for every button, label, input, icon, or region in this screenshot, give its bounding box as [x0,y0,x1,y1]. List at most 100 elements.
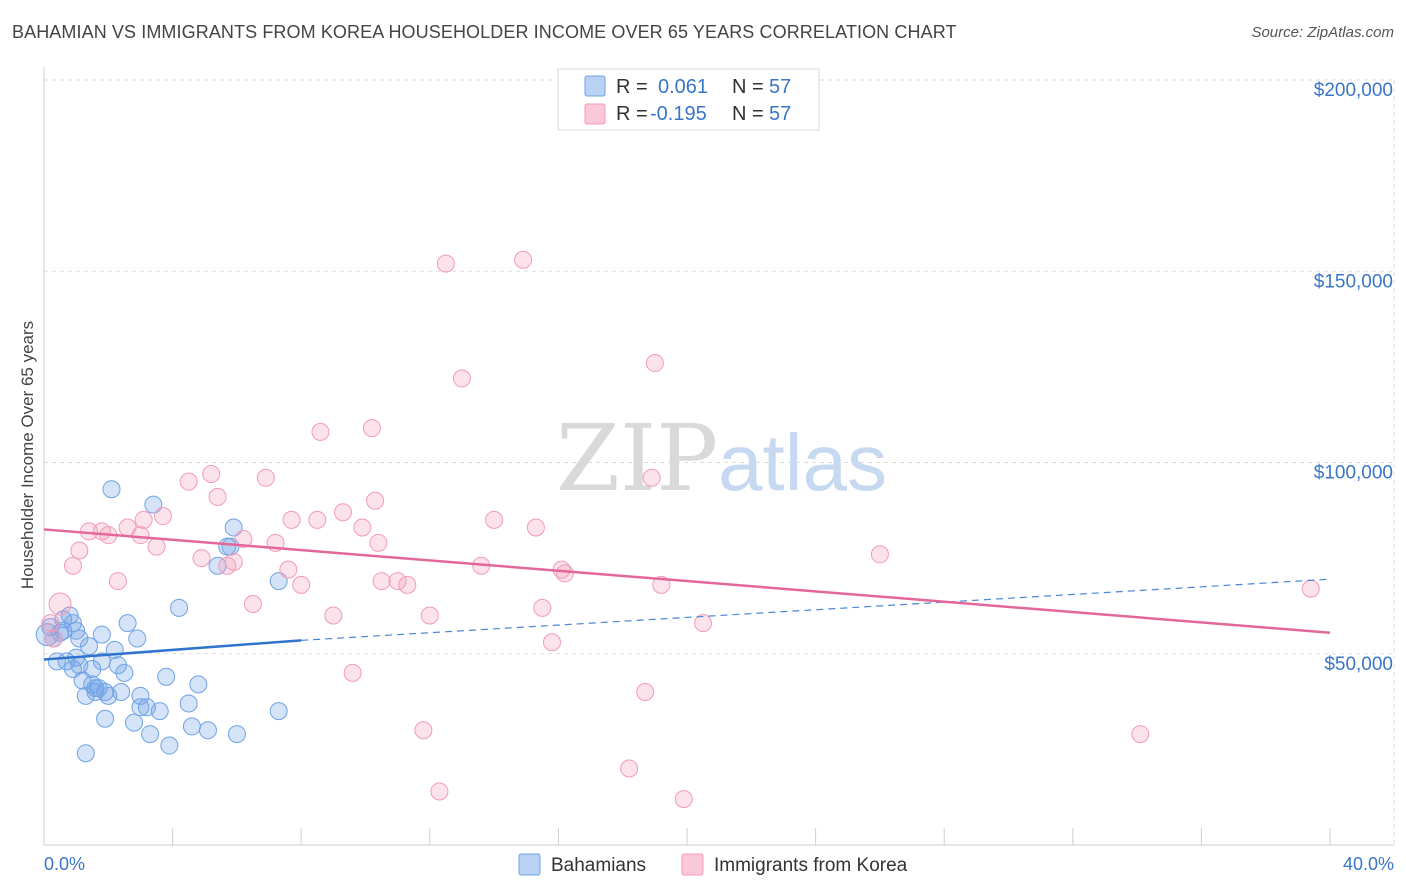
y-tick-labels: $50,000 $100,000 $150,000 $200,000 [1314,80,1393,675]
data-point [161,737,178,754]
data-point [283,511,300,528]
legend-r-value-2: -0.195 [650,103,707,125]
data-point [64,615,81,632]
legend-r-value-1: 0.061 [658,76,708,98]
data-point [93,626,110,643]
data-point [109,573,126,590]
data-point [180,695,197,712]
x-tick-max: 40.0% [1343,854,1394,874]
data-point [49,593,71,615]
data-point [209,488,226,505]
data-point [871,546,888,563]
data-point [415,722,432,739]
y-tick-label: $200,000 [1314,80,1393,101]
data-point [45,630,62,647]
data-point [126,714,143,731]
data-point [180,473,197,490]
data-point [190,676,207,693]
data-point [293,576,310,593]
legend-swatch-bahamians [585,76,605,96]
data-point [309,511,326,528]
data-point [363,420,380,437]
legend-n-value-1: 57 [769,76,791,98]
data-point [325,607,342,624]
data-point [203,465,220,482]
data-point [257,469,274,486]
data-point [225,553,242,570]
data-point [158,668,175,685]
data-point [113,684,130,701]
legend-swatch-korea [585,104,605,124]
data-point [486,511,503,528]
data-point [142,726,159,743]
data-point [675,791,692,808]
data-point [148,538,165,555]
legend-r-label-1: R = [616,76,648,98]
data-point [135,511,152,528]
legend-n-value-2: 57 [769,103,791,125]
data-point [556,565,573,582]
data-point [199,722,216,739]
data-point [244,596,261,613]
data-point [312,423,329,440]
data-point [1132,726,1149,743]
y-tick-label: $100,000 [1314,463,1393,484]
data-point [1302,580,1319,597]
data-point [534,599,551,616]
data-point [119,615,136,632]
data-point [399,576,416,593]
data-point [643,469,660,486]
data-point [87,680,104,697]
data-point [437,255,454,272]
scatter-chart: ZIP atlas $50,000 $100,000 $150,000 $200,00… [0,0,1406,892]
data-point [354,519,371,536]
data-point [543,634,560,651]
data-point [421,607,438,624]
bottom-legend-korea: Immigrants from Korea [714,855,908,876]
data-point [183,718,200,735]
series-legend: Bahamians Immigrants from Korea [519,854,908,876]
data-point [64,557,81,574]
data-point [370,534,387,551]
data-point [97,710,114,727]
data-point [154,508,171,525]
data-point [453,370,470,387]
watermark-zip: ZIP [556,405,718,512]
data-point [280,561,297,578]
data-point [71,542,88,559]
data-point [129,630,146,647]
y-tick-label: $50,000 [1324,654,1393,675]
data-point [171,599,188,616]
data-point [116,664,133,681]
data-point [193,550,210,567]
data-point [103,481,120,498]
data-point [646,355,663,372]
data-point [431,783,448,800]
data-point [42,615,59,632]
bottom-legend-swatch-bahamians [519,854,540,875]
bottom-legend-bahamians: Bahamians [551,855,646,876]
data-point [334,504,351,521]
legend-n-label-2: N = [732,103,764,125]
data-point [367,492,384,509]
bottom-legend-swatch-korea [682,854,703,875]
stats-legend: R = 0.061 N = 57 R = -0.195 N = 57 [558,69,819,130]
trend-line-bahamians-dashed [301,579,1330,640]
legend-n-label-1: N = [732,76,764,98]
data-point [515,251,532,268]
y-tick-label: $150,000 [1314,271,1393,292]
data-point [373,573,390,590]
data-point [151,703,168,720]
data-point [621,760,638,777]
data-point [77,745,94,762]
watermark-atlas: atlas [718,418,887,507]
data-point [344,664,361,681]
legend-r-label-2: R = [616,103,648,125]
data-point [132,527,149,544]
data-point [228,726,245,743]
data-point [270,703,287,720]
data-point [637,684,654,701]
watermark: ZIP atlas [556,405,887,512]
x-tick-min: 0.0% [44,854,85,874]
data-point [527,519,544,536]
